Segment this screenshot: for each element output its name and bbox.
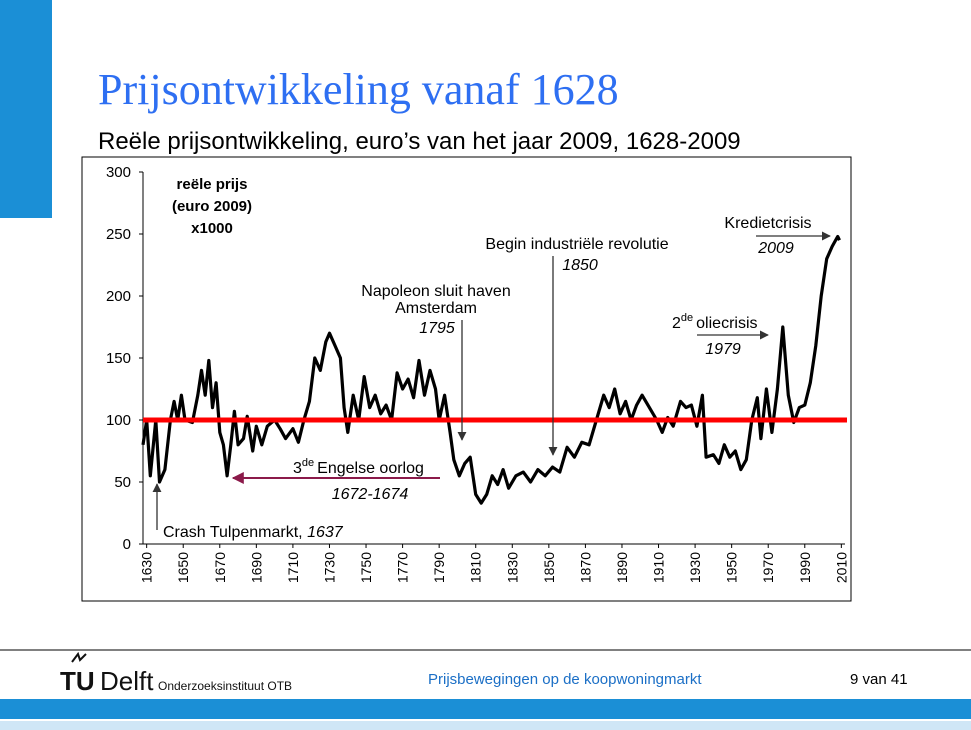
page-number: 9 van 41 <box>850 671 908 688</box>
y-tick-label: 250 <box>106 226 131 243</box>
annotation-year: 1979 <box>705 341 741 358</box>
y-tick-label: 150 <box>106 350 131 367</box>
annotation-text-part: Engelse oorlog <box>317 460 424 477</box>
annotation-text: Begin industriële revolutie <box>485 236 668 253</box>
annotation-suffix: de <box>681 312 693 324</box>
annotation-suffix: de <box>302 457 314 469</box>
annotation-text: Kredietcrisis <box>724 215 811 232</box>
x-tick-label: 1830 <box>504 552 520 583</box>
institute: Onderzoeksinstituut OTB <box>158 679 292 693</box>
annotation-ordinal: 2 <box>672 315 681 332</box>
annotation-text: 2de oliecrisis <box>672 312 758 332</box>
x-tick-label: 1810 <box>468 552 484 583</box>
chart-frame <box>81 156 852 602</box>
y-axis-label: x1000 <box>191 220 233 237</box>
annotation-year: 1795 <box>419 320 455 337</box>
annotation-year: 2009 <box>757 240 794 257</box>
annotation-year: 1672-1674 <box>332 486 409 503</box>
x-tick-label: 1650 <box>175 552 191 583</box>
y-tick-label: 0 <box>123 536 131 553</box>
y-tick-label: 200 <box>106 288 131 305</box>
x-tick-label: 1730 <box>321 552 337 583</box>
annotation-text-part: oliecrisis <box>696 315 757 332</box>
x-tick-label: 2010 <box>833 552 849 583</box>
footer-title: Prijsbewegingen op de koopwoningmarkt <box>428 671 702 688</box>
x-tick-label: 1670 <box>212 552 228 583</box>
annotation-ordinal: 3 <box>293 460 302 477</box>
y-axis-label: (euro 2009) <box>172 198 252 215</box>
slide-title: Prijsontwikkeling vanaf 1628 <box>98 65 619 114</box>
x-tick-label: 1710 <box>285 552 301 583</box>
y-tick-label: 300 <box>106 164 131 181</box>
x-tick-label: 1850 <box>541 552 557 583</box>
x-tick-label: 1970 <box>760 552 776 583</box>
logo-tu: TU <box>60 666 95 696</box>
x-tick-label: 1910 <box>651 552 667 583</box>
annotation-year: 1850 <box>562 257 598 274</box>
x-tick-label: 1770 <box>395 552 411 583</box>
price-line <box>141 234 841 505</box>
x-tick-label: 1930 <box>687 552 703 583</box>
x-tick-label: 1950 <box>724 552 740 583</box>
annotation-year: 1637 <box>307 524 344 541</box>
x-tick-label: 1990 <box>797 552 813 583</box>
annotation-text-part: Crash Tulpenmarkt, <box>163 524 307 541</box>
x-tick-label: 1750 <box>358 552 374 583</box>
x-tick-label: 1870 <box>577 552 593 583</box>
logo-flame <box>71 651 87 663</box>
side-bar <box>0 0 52 218</box>
y-tick-label: 50 <box>114 474 131 491</box>
chart-title: Reële prijsontwikkeling, euro’s van het … <box>98 128 741 155</box>
annotation-text: 3de Engelse oorlog <box>293 457 424 477</box>
y-axis-label: reële prijs <box>177 176 248 193</box>
footer-bar <box>0 699 971 719</box>
annotation-text: Napoleon sluit haven <box>361 283 510 300</box>
annotation-text: Crash Tulpenmarkt, 1637 <box>163 524 344 541</box>
x-tick-label: 1630 <box>139 552 155 583</box>
x-tick-label: 1890 <box>614 552 630 583</box>
footer-bar-light <box>0 721 971 730</box>
logo-delft: Delft <box>100 666 154 696</box>
y-tick-label: 100 <box>106 412 131 429</box>
annotation-text: Amsterdam <box>395 300 477 317</box>
x-tick-label: 1690 <box>248 552 264 583</box>
x-tick-label: 1790 <box>431 552 447 583</box>
plot: 0 50 100 150 200 250 300 1630 1650 1670 1690 1710 17… <box>106 164 849 583</box>
